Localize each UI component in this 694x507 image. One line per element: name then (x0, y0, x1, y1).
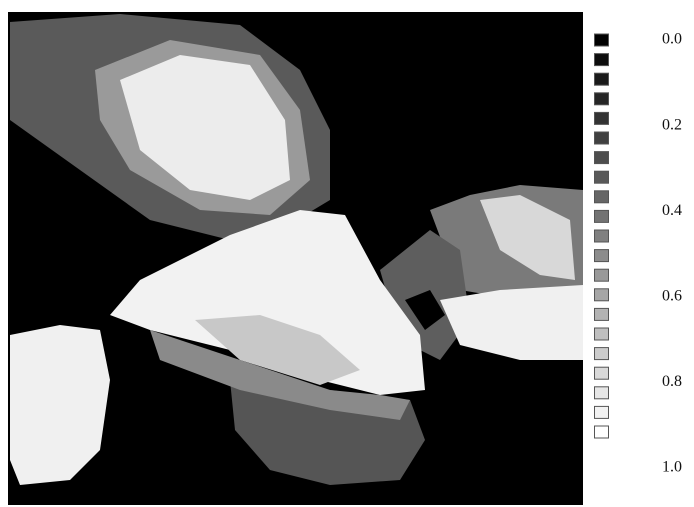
region (10, 325, 110, 485)
colorbar-swatch (594, 190, 609, 204)
colorbar-swatch (594, 307, 609, 321)
colorbar: 0.0 0.2 0.4 0.6 0.8 1.0 (594, 31, 682, 476)
colorbar-swatch (594, 111, 609, 125)
colorbar-swatch (594, 288, 609, 302)
colorbar-swatch (594, 386, 609, 400)
region (120, 55, 290, 200)
colorbar-tick-label: 0.4 (662, 202, 682, 219)
colorbar-tick-label: 1.0 (662, 459, 682, 476)
colorbar-swatch (594, 92, 609, 106)
colorbar-swatch (594, 425, 609, 439)
colorbar-swatch (594, 209, 609, 223)
colorbar-swatch (594, 53, 609, 67)
colorbar-swatch (594, 170, 609, 184)
colorbar-swatch (594, 72, 609, 86)
region (480, 195, 575, 280)
colorbar-swatch (594, 151, 609, 165)
colorbar-swatch (594, 268, 609, 282)
colorbar-swatch (594, 249, 609, 263)
colorbar-tick-label: 0.8 (662, 373, 682, 390)
colorbar-swatch (594, 366, 609, 380)
region (110, 210, 425, 395)
colorbar-swatch (594, 327, 609, 341)
region (150, 330, 410, 420)
colorbar-swatch (594, 347, 609, 361)
region (195, 315, 360, 385)
colorbar-swatch (594, 229, 609, 243)
colorbar-swatch (594, 33, 609, 47)
colorbar-tick-label: 0.0 (662, 31, 682, 48)
colorbar-tick-label: 0.6 (662, 287, 682, 304)
colorbar-swatch (594, 131, 609, 145)
colorbar-swatch (594, 405, 609, 419)
colorbar-tick-label: 0.2 (662, 116, 682, 133)
region (405, 290, 445, 330)
image (8, 12, 583, 505)
region (440, 285, 583, 360)
